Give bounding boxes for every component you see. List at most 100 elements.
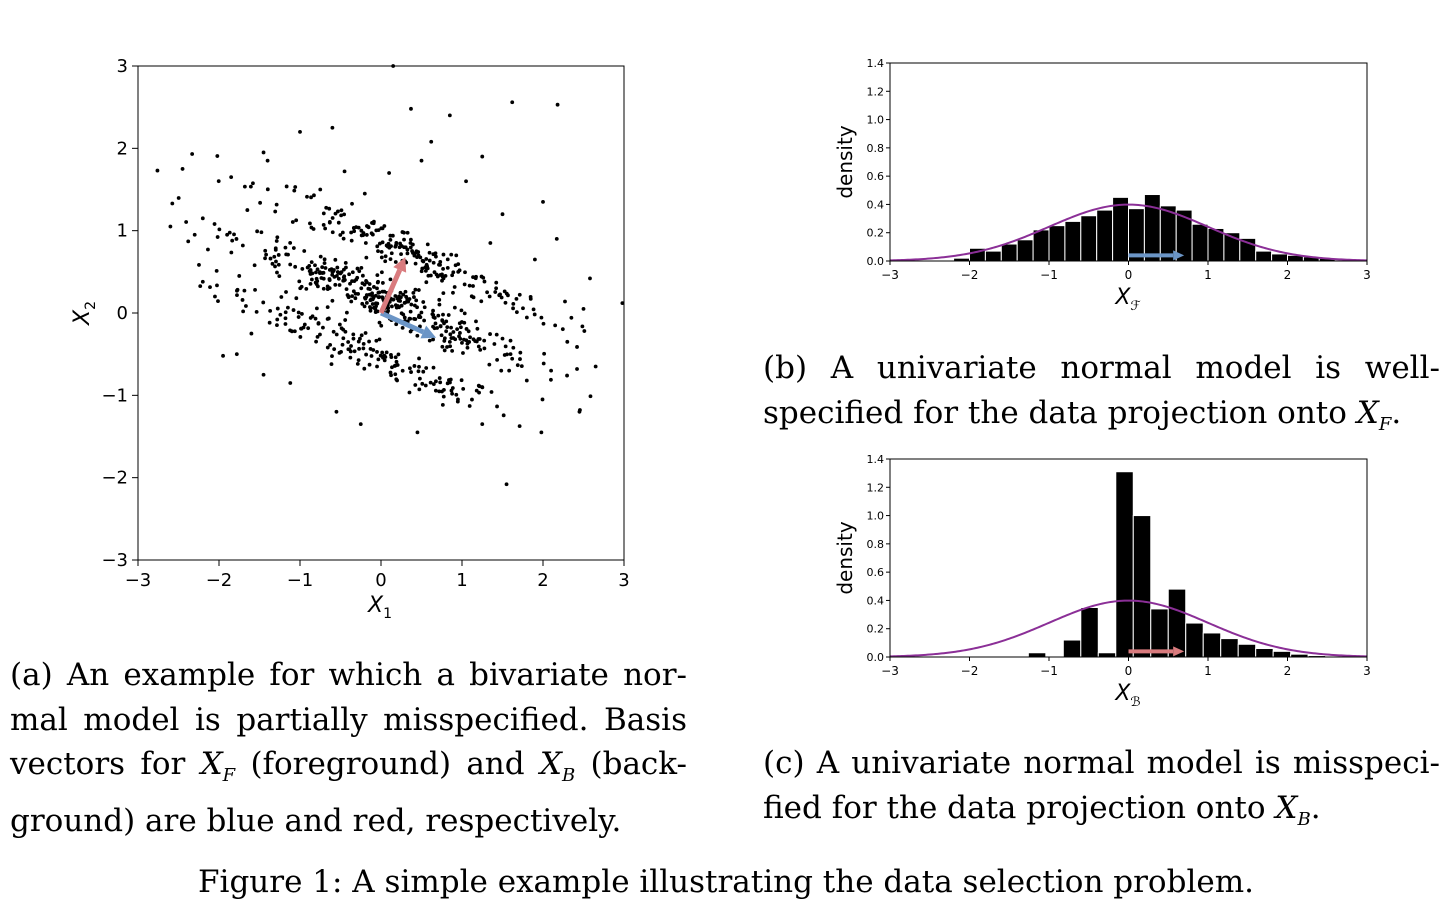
data-point: [321, 325, 325, 330]
data-point: [376, 249, 380, 254]
data-point: [241, 309, 246, 314]
data-point: [480, 154, 485, 159]
x-tick-label: 2: [1284, 268, 1292, 282]
data-point: [200, 216, 205, 221]
data-point: [438, 324, 443, 328]
data-point: [369, 293, 374, 297]
data-point: [441, 276, 446, 281]
data-point: [431, 313, 436, 317]
caption-a-line-1: (a) An example for which a bivariate nor…: [10, 657, 687, 693]
data-point: [361, 233, 366, 238]
data-point: [305, 194, 309, 199]
data-point: [198, 284, 203, 289]
data-point: [541, 199, 545, 204]
data-point: [447, 339, 452, 344]
data-point: [369, 354, 374, 358]
data-point: [375, 350, 379, 354]
data-point: [437, 389, 442, 394]
data-point: [283, 316, 288, 321]
data-point: [477, 337, 482, 341]
data-point: [248, 184, 253, 189]
data-point: [431, 324, 435, 329]
data-point: [215, 235, 220, 239]
data-point: [440, 318, 445, 323]
data-point: [412, 295, 416, 299]
histogram-bar: [1237, 643, 1257, 658]
data-point: [528, 295, 533, 299]
data-point: [368, 306, 373, 311]
data-point: [474, 388, 479, 393]
data-point: [517, 424, 522, 429]
data-point: [229, 175, 234, 180]
data-point: [341, 236, 346, 241]
data-point: [346, 347, 351, 352]
data-point: [421, 369, 426, 374]
data-point: [492, 342, 497, 346]
data-point: [244, 304, 248, 308]
data-point: [505, 352, 509, 357]
data-point: [422, 318, 427, 323]
data-point: [413, 261, 418, 266]
data-point: [539, 315, 544, 320]
data-point: [441, 291, 446, 296]
data-point: [458, 336, 463, 341]
data-point: [560, 327, 565, 332]
data-point: [459, 378, 464, 383]
data-point: [370, 297, 375, 302]
data-point: [444, 329, 449, 334]
background-vector-head: [393, 257, 407, 273]
data-point: [382, 358, 387, 363]
data-point: [420, 381, 425, 386]
data-point: [487, 362, 492, 367]
data-point: [468, 335, 472, 340]
data-point: [358, 336, 362, 341]
data-point: [386, 241, 391, 246]
data-point: [452, 285, 457, 289]
data-point: [323, 226, 328, 231]
data-point: [359, 286, 364, 291]
data-point: [276, 253, 281, 257]
data-point: [229, 250, 234, 255]
data-point: [375, 244, 380, 249]
data-point: [274, 259, 278, 264]
data-point: [234, 237, 239, 241]
data-point: [283, 322, 288, 326]
data-point: [455, 399, 460, 404]
data-point: [428, 380, 433, 385]
data-point: [180, 167, 185, 171]
data-point: [370, 302, 375, 306]
data-point: [232, 232, 236, 237]
data-point: [500, 336, 505, 341]
data-point: [540, 397, 545, 402]
data-point: [450, 391, 455, 396]
data-point: [518, 357, 522, 361]
data-point: [336, 220, 341, 225]
data-point: [467, 404, 472, 408]
data-point: [328, 343, 333, 347]
y-axis-label: X2: [70, 301, 99, 326]
data-point: [388, 370, 393, 375]
data-point: [339, 349, 343, 354]
data-point: [416, 288, 421, 292]
y-tick-label: −3: [101, 550, 128, 571]
histogram-bar: [1048, 225, 1066, 262]
data-point: [346, 340, 351, 344]
data-point: [308, 221, 312, 226]
data-point: [389, 352, 393, 357]
data-point: [399, 244, 404, 248]
data-point: [471, 284, 475, 288]
data-point: [451, 270, 456, 275]
data-point: [367, 282, 372, 286]
x-tick-label: −3: [881, 268, 899, 282]
data-point: [275, 306, 280, 311]
x-tick-label: 2: [537, 570, 548, 591]
data-point: [459, 308, 464, 313]
data-point: [390, 304, 394, 309]
histogram-bar: [1080, 607, 1099, 658]
data-point: [458, 331, 462, 335]
data-point: [302, 322, 307, 327]
data-point: [541, 361, 546, 366]
data-point: [383, 259, 388, 264]
data-point: [336, 276, 341, 281]
data-point: [268, 308, 273, 313]
